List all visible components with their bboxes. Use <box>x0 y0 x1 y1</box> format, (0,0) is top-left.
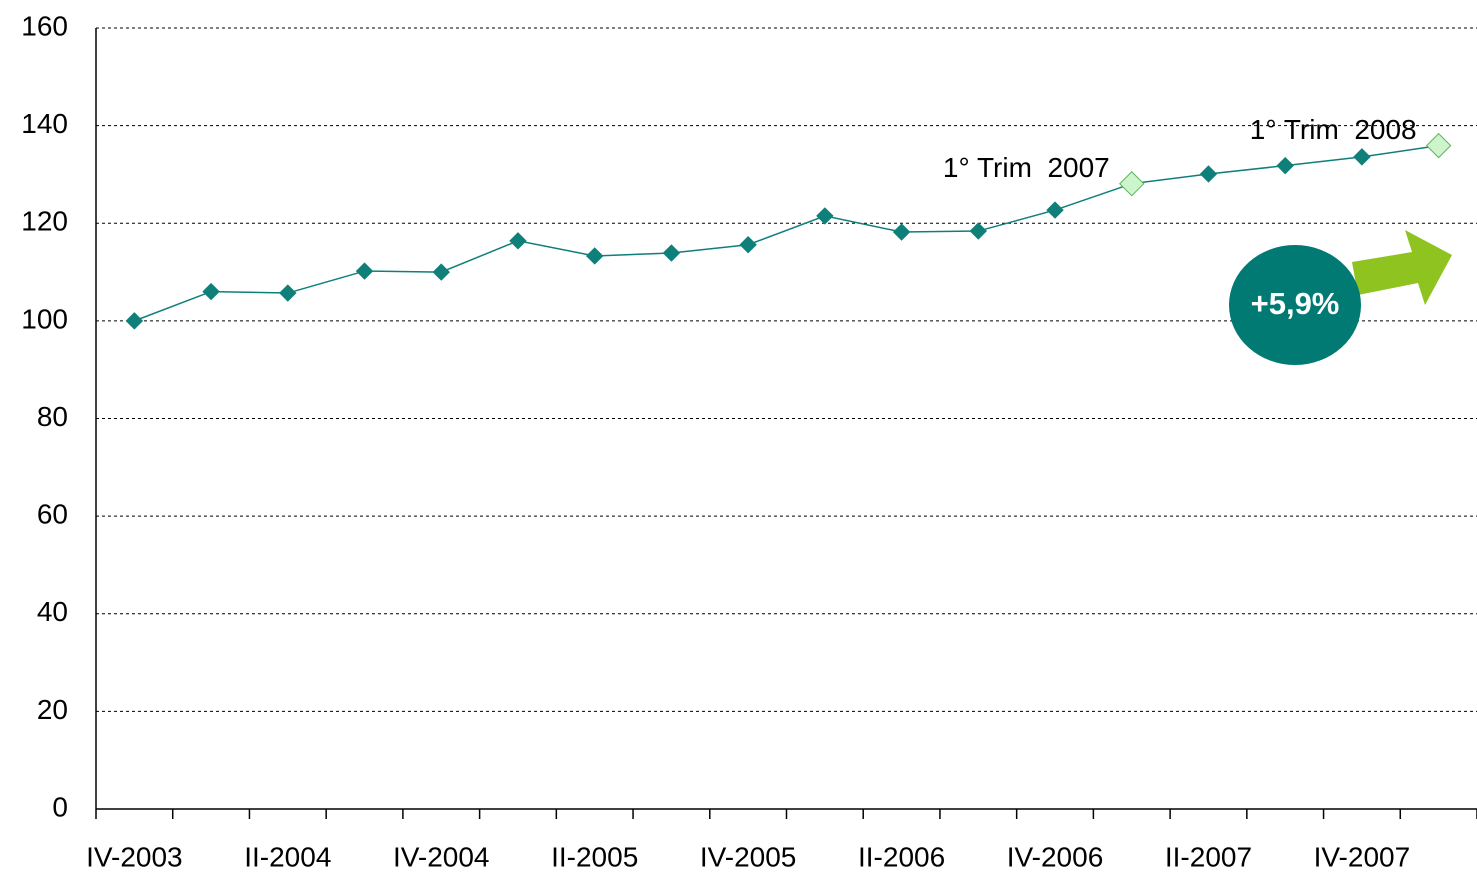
y-tick-label: 40 <box>37 596 68 627</box>
y-tick-label: 20 <box>37 694 68 725</box>
growth-badge <box>1229 245 1361 365</box>
x-tick-label: II-2006 <box>858 841 945 872</box>
marker <box>432 263 450 281</box>
y-tick-label: 0 <box>52 791 68 822</box>
marker <box>1119 171 1145 197</box>
y-tick-label: 60 <box>37 499 68 530</box>
marker <box>355 262 374 280</box>
x-tick-label: IV-2007 <box>1314 841 1411 872</box>
marker <box>509 232 527 250</box>
line <box>134 144 1439 322</box>
y-tick-label: 120 <box>21 206 68 237</box>
marker <box>1046 201 1064 219</box>
x-tick-label: II-2007 <box>1165 841 1252 872</box>
marker <box>1425 132 1452 159</box>
x-tick-label: II-2005 <box>551 841 638 872</box>
marker <box>739 236 757 254</box>
marker <box>279 284 297 302</box>
growth-label: +5,9% <box>1251 286 1340 321</box>
marker <box>202 282 220 301</box>
x-tick-label: IV-2005 <box>700 841 797 872</box>
y-tick-label: 160 <box>21 10 68 41</box>
marker <box>662 244 681 262</box>
marker <box>892 223 911 241</box>
x-tick-label: IV-2003 <box>86 841 183 872</box>
x-tick-label: IV-2004 <box>393 841 490 872</box>
marker <box>125 312 144 330</box>
marker <box>969 222 988 240</box>
marker <box>585 247 604 265</box>
y-tick-label: 80 <box>37 401 68 432</box>
y-tick-label: 100 <box>21 303 68 334</box>
annotation: 1° Trim 2008 <box>1250 114 1417 145</box>
marker <box>1353 148 1371 166</box>
marker <box>1199 165 1218 183</box>
marker <box>1276 156 1294 175</box>
marker <box>816 207 834 225</box>
y-tick-label: 140 <box>21 108 68 139</box>
growth-arrow <box>1352 230 1452 305</box>
x-tick-label: IV-2006 <box>1007 841 1104 872</box>
annotation: 1° Trim 2007 <box>943 152 1110 183</box>
x-tick-label: II-2004 <box>244 841 331 872</box>
